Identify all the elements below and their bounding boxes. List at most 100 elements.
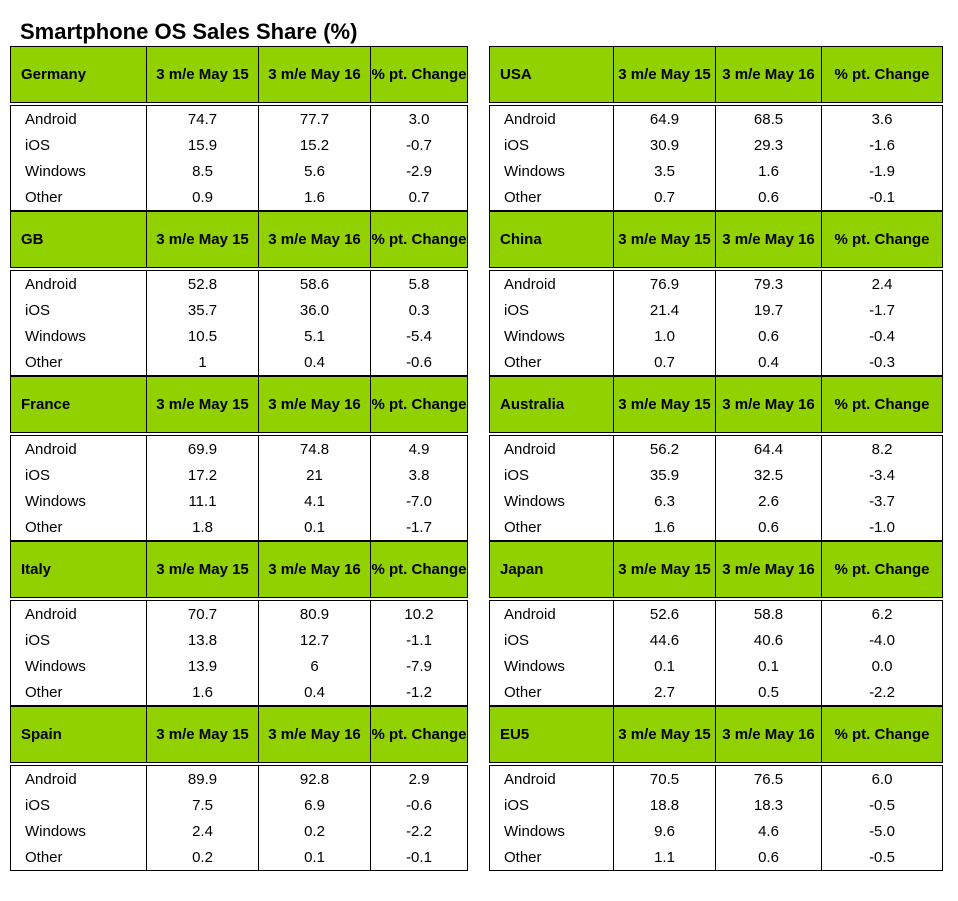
column-header: 3 m/e May 15 [613, 46, 716, 103]
os-label: Android [489, 435, 614, 462]
value-cell: 1.1 [613, 844, 716, 871]
row-gap [489, 762, 943, 766]
column-header: % pt. Change [370, 706, 468, 763]
value-cell: 35.7 [146, 297, 259, 323]
value-cell: 64.9 [613, 105, 716, 132]
value-cell: 0.3 [370, 297, 468, 323]
value-cell: 2.4 [821, 270, 943, 297]
value-cell: 21 [258, 462, 371, 488]
value-cell: -5.0 [821, 818, 943, 844]
os-label: Other [489, 514, 614, 541]
table-row: Android 70.5 76.5 6.0 [489, 765, 943, 792]
table-row: iOS 13.8 12.7 -1.1 [10, 627, 468, 653]
value-cell: 19.7 [715, 297, 822, 323]
column-header: % pt. Change [821, 211, 943, 268]
table-row: Windows 6.3 2.6 -3.7 [489, 488, 943, 514]
table-row: Android 56.2 64.4 8.2 [489, 435, 943, 462]
table-row: Other 1.6 0.4 -1.2 [10, 679, 468, 706]
country-name: Spain [10, 706, 147, 763]
country-name: Germany [10, 46, 147, 103]
value-cell: 92.8 [258, 765, 371, 792]
column-header: % pt. Change [821, 706, 943, 763]
value-cell: 0.4 [715, 349, 822, 376]
value-cell: -2.9 [370, 158, 468, 184]
value-cell: -7.0 [370, 488, 468, 514]
os-label: Windows [10, 653, 147, 679]
value-cell: -1.0 [821, 514, 943, 541]
value-cell: 6.0 [821, 765, 943, 792]
column-header: 3 m/e May 16 [715, 706, 822, 763]
value-cell: 3.0 [370, 105, 468, 132]
os-label: Other [489, 349, 614, 376]
os-label: iOS [10, 792, 147, 818]
value-cell: 1.0 [613, 323, 716, 349]
os-label: Android [489, 270, 614, 297]
value-cell: 1.6 [146, 679, 259, 706]
table-row: Other 1.6 0.6 -1.0 [489, 514, 943, 541]
os-label: Other [10, 349, 147, 376]
country-table: GB 3 m/e May 15 3 m/e May 16% pt. Change An… [10, 211, 468, 376]
os-label: Other [10, 514, 147, 541]
table-row: iOS 18.8 18.3 -0.5 [489, 792, 943, 818]
table-row: Other 1 0.4 -0.6 [10, 349, 468, 376]
table-row: Other 0.2 0.1 -0.1 [10, 844, 468, 871]
value-cell: 32.5 [715, 462, 822, 488]
table-row: Other 0.7 0.4 -0.3 [489, 349, 943, 376]
value-cell: 29.3 [715, 132, 822, 158]
column-header: 3 m/e May 16 [715, 541, 822, 598]
table-row: Android 52.6 58.8 6.2 [489, 600, 943, 627]
os-label: Android [10, 105, 147, 132]
value-cell: 8.5 [146, 158, 259, 184]
value-cell: 6.3 [613, 488, 716, 514]
value-cell: -3.7 [821, 488, 943, 514]
value-cell: 3.6 [821, 105, 943, 132]
value-cell: -2.2 [370, 818, 468, 844]
table-row: Android 64.9 68.5 3.6 [489, 105, 943, 132]
column-header: % pt. Change [370, 46, 468, 103]
value-cell: -2.2 [821, 679, 943, 706]
value-cell: -0.6 [370, 792, 468, 818]
country-name: Japan [489, 541, 614, 598]
value-cell: -1.7 [370, 514, 468, 541]
table-row: iOS 35.7 36.0 0.3 [10, 297, 468, 323]
value-cell: 30.9 [613, 132, 716, 158]
os-label: Windows [10, 158, 147, 184]
os-label: Other [489, 844, 614, 871]
value-cell: 0.6 [715, 514, 822, 541]
value-cell: 36.0 [258, 297, 371, 323]
value-cell: 4.9 [370, 435, 468, 462]
value-cell: -0.4 [821, 323, 943, 349]
value-cell: 35.9 [613, 462, 716, 488]
value-cell: 8.2 [821, 435, 943, 462]
table-row: iOS 44.6 40.6 -4.0 [489, 627, 943, 653]
value-cell: 0.6 [715, 844, 822, 871]
os-label: Android [10, 765, 147, 792]
row-gap [10, 102, 468, 106]
os-label: Android [489, 600, 614, 627]
value-cell: 2.9 [370, 765, 468, 792]
column-header: % pt. Change [370, 541, 468, 598]
value-cell: 0.1 [715, 653, 822, 679]
value-cell: -1.7 [821, 297, 943, 323]
os-label: Other [489, 679, 614, 706]
value-cell: 18.3 [715, 792, 822, 818]
os-label: Android [10, 270, 147, 297]
value-cell: 74.7 [146, 105, 259, 132]
value-cell: 69.9 [146, 435, 259, 462]
country-name: France [10, 376, 147, 433]
column-header: % pt. Change [370, 376, 468, 433]
value-cell: 10.2 [370, 600, 468, 627]
value-cell: 76.9 [613, 270, 716, 297]
os-label: iOS [489, 132, 614, 158]
table-row: Other 1.8 0.1 -1.7 [10, 514, 468, 541]
value-cell: -3.4 [821, 462, 943, 488]
value-cell: 11.1 [146, 488, 259, 514]
value-cell: -0.5 [821, 844, 943, 871]
column-header: 3 m/e May 15 [613, 706, 716, 763]
value-cell: 1.6 [258, 184, 371, 211]
value-cell: 0.1 [258, 514, 371, 541]
column-header: 3 m/e May 16 [258, 46, 371, 103]
value-cell: 0.5 [715, 679, 822, 706]
value-cell: 4.6 [715, 818, 822, 844]
value-cell: 17.2 [146, 462, 259, 488]
